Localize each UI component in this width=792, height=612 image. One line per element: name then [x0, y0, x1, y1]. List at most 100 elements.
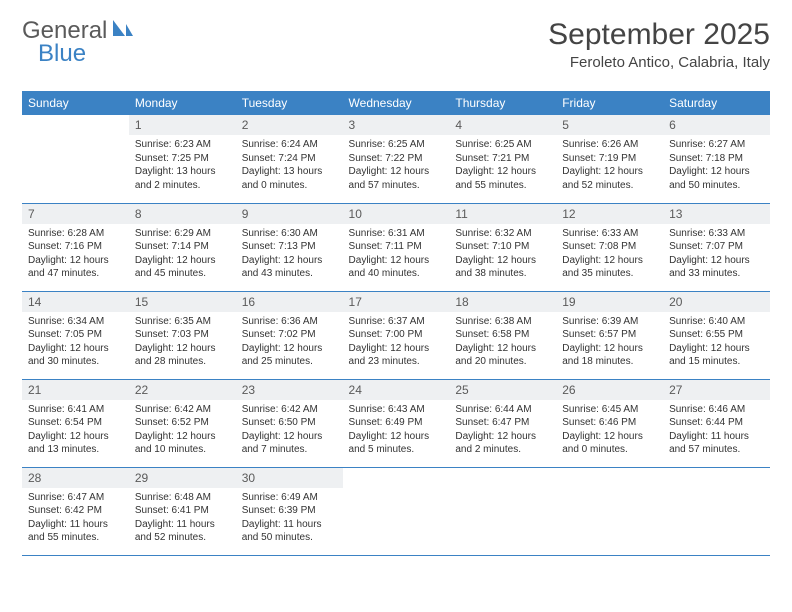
sunrise-label: Sunrise: — [349, 404, 388, 415]
sunrise-label: Sunrise: — [242, 228, 281, 239]
daylight-label: Daylight: — [242, 431, 284, 442]
sunrise-value: 6:25 AM — [495, 139, 532, 150]
calendar-cell: 0 — [343, 467, 450, 555]
sunrise-label: Sunrise: — [135, 139, 174, 150]
day-data: Sunrise: 6:42 AMSunset: 6:52 PMDaylight:… — [129, 400, 236, 462]
sunset-label: Sunset: — [562, 153, 599, 164]
sunset-label: Sunset: — [28, 505, 65, 516]
sunrise-value: 6:43 AM — [388, 404, 425, 415]
sunset-label: Sunset: — [349, 417, 386, 428]
day-number: 7 — [22, 204, 129, 224]
calendar-row: 01Sunrise: 6:23 AMSunset: 7:25 PMDayligh… — [22, 115, 770, 203]
day-number: 10 — [343, 204, 450, 224]
weekday-header: Thursday — [449, 91, 556, 115]
sunrise-value: 6:45 AM — [602, 404, 639, 415]
day-number: 14 — [22, 292, 129, 312]
daylight-label: Daylight: — [349, 166, 391, 177]
calendar-cell: 27Sunrise: 6:46 AMSunset: 6:44 PMDayligh… — [663, 379, 770, 467]
sunrise-label: Sunrise: — [669, 139, 708, 150]
sunrise-value: 6:29 AM — [174, 228, 211, 239]
day-number: 2 — [236, 115, 343, 135]
sunset-value: 7:00 PM — [385, 329, 422, 340]
day-data: Sunrise: 6:27 AMSunset: 7:18 PMDaylight:… — [663, 135, 770, 197]
calendar-row: 21Sunrise: 6:41 AMSunset: 6:54 PMDayligh… — [22, 379, 770, 467]
sunrise-label: Sunrise: — [28, 228, 67, 239]
calendar-cell: 29Sunrise: 6:48 AMSunset: 6:41 PMDayligh… — [129, 467, 236, 555]
sunrise-label: Sunrise: — [28, 404, 67, 415]
daylight-label: Daylight: — [28, 343, 70, 354]
day-data: Sunrise: 6:30 AMSunset: 7:13 PMDaylight:… — [236, 224, 343, 286]
day-number: 28 — [22, 468, 129, 488]
sunrise-label: Sunrise: — [349, 316, 388, 327]
calendar-cell: 0 — [449, 467, 556, 555]
sunset-value: 6:41 PM — [172, 505, 209, 516]
calendar-header-row: SundayMondayTuesdayWednesdayThursdayFrid… — [22, 91, 770, 115]
weekday-header: Wednesday — [343, 91, 450, 115]
calendar-cell: 22Sunrise: 6:42 AMSunset: 6:52 PMDayligh… — [129, 379, 236, 467]
sunrise-value: 6:31 AM — [388, 228, 425, 239]
sunset-label: Sunset: — [349, 329, 386, 340]
day-data: Sunrise: 6:41 AMSunset: 6:54 PMDaylight:… — [22, 400, 129, 462]
sunrise-value: 6:48 AM — [174, 492, 211, 503]
sunset-value: 7:13 PM — [278, 241, 315, 252]
day-data: Sunrise: 6:39 AMSunset: 6:57 PMDaylight:… — [556, 312, 663, 374]
daylight-label: Daylight: — [349, 255, 391, 266]
weekday-header: Sunday — [22, 91, 129, 115]
sunset-value: 6:57 PM — [599, 329, 636, 340]
sunrise-label: Sunrise: — [562, 316, 601, 327]
sunset-value: 7:03 PM — [172, 329, 209, 340]
calendar-cell: 12Sunrise: 6:33 AMSunset: 7:08 PMDayligh… — [556, 203, 663, 291]
sunrise-label: Sunrise: — [28, 316, 67, 327]
calendar-cell: 14Sunrise: 6:34 AMSunset: 7:05 PMDayligh… — [22, 291, 129, 379]
day-data: Sunrise: 6:32 AMSunset: 7:10 PMDaylight:… — [449, 224, 556, 286]
sunset-label: Sunset: — [135, 505, 172, 516]
sunrise-value: 6:39 AM — [602, 316, 639, 327]
sunset-label: Sunset: — [349, 241, 386, 252]
sunset-value: 6:54 PM — [65, 417, 102, 428]
day-data: Sunrise: 6:23 AMSunset: 7:25 PMDaylight:… — [129, 135, 236, 197]
calendar-cell: 0 — [556, 467, 663, 555]
sunset-label: Sunset: — [562, 329, 599, 340]
sunset-value: 7:02 PM — [278, 329, 315, 340]
day-number: 16 — [236, 292, 343, 312]
daylight-label: Daylight: — [669, 431, 711, 442]
sunrise-label: Sunrise: — [135, 492, 174, 503]
sunrise-value: 6:28 AM — [67, 228, 104, 239]
sunset-label: Sunset: — [242, 329, 279, 340]
sunrise-label: Sunrise: — [242, 492, 281, 503]
sunset-value: 7:07 PM — [706, 241, 743, 252]
day-data: Sunrise: 6:36 AMSunset: 7:02 PMDaylight:… — [236, 312, 343, 374]
daylight-label: Daylight: — [669, 255, 711, 266]
calendar-cell: 8Sunrise: 6:29 AMSunset: 7:14 PMDaylight… — [129, 203, 236, 291]
daylight-label: Daylight: — [135, 166, 177, 177]
calendar-cell: 16Sunrise: 6:36 AMSunset: 7:02 PMDayligh… — [236, 291, 343, 379]
sunset-value: 6:39 PM — [278, 505, 315, 516]
sunset-value: 6:55 PM — [706, 329, 743, 340]
day-data: Sunrise: 6:24 AMSunset: 7:24 PMDaylight:… — [236, 135, 343, 197]
sunrise-value: 6:24 AM — [281, 139, 318, 150]
calendar-cell: 10Sunrise: 6:31 AMSunset: 7:11 PMDayligh… — [343, 203, 450, 291]
day-number: 30 — [236, 468, 343, 488]
weekday-header: Tuesday — [236, 91, 343, 115]
sunrise-label: Sunrise: — [135, 404, 174, 415]
day-data: Sunrise: 6:49 AMSunset: 6:39 PMDaylight:… — [236, 488, 343, 550]
sunrise-value: 6:34 AM — [67, 316, 104, 327]
sunrise-value: 6:27 AM — [709, 139, 746, 150]
daylight-label: Daylight: — [135, 255, 177, 266]
weekday-header: Monday — [129, 91, 236, 115]
sunset-value: 7:08 PM — [599, 241, 636, 252]
sunrise-value: 6:25 AM — [388, 139, 425, 150]
sunrise-value: 6:40 AM — [709, 316, 746, 327]
sunrise-label: Sunrise: — [669, 316, 708, 327]
day-data: Sunrise: 6:37 AMSunset: 7:00 PMDaylight:… — [343, 312, 450, 374]
sunrise-label: Sunrise: — [455, 316, 494, 327]
day-data: Sunrise: 6:31 AMSunset: 7:11 PMDaylight:… — [343, 224, 450, 286]
day-number: 15 — [129, 292, 236, 312]
sunset-value: 7:22 PM — [385, 153, 422, 164]
day-data: Sunrise: 6:42 AMSunset: 6:50 PMDaylight:… — [236, 400, 343, 462]
sunset-value: 7:11 PM — [385, 241, 422, 252]
day-number: 26 — [556, 380, 663, 400]
calendar-cell: 13Sunrise: 6:33 AMSunset: 7:07 PMDayligh… — [663, 203, 770, 291]
daylight-label: Daylight: — [669, 166, 711, 177]
calendar-cell: 20Sunrise: 6:40 AMSunset: 6:55 PMDayligh… — [663, 291, 770, 379]
